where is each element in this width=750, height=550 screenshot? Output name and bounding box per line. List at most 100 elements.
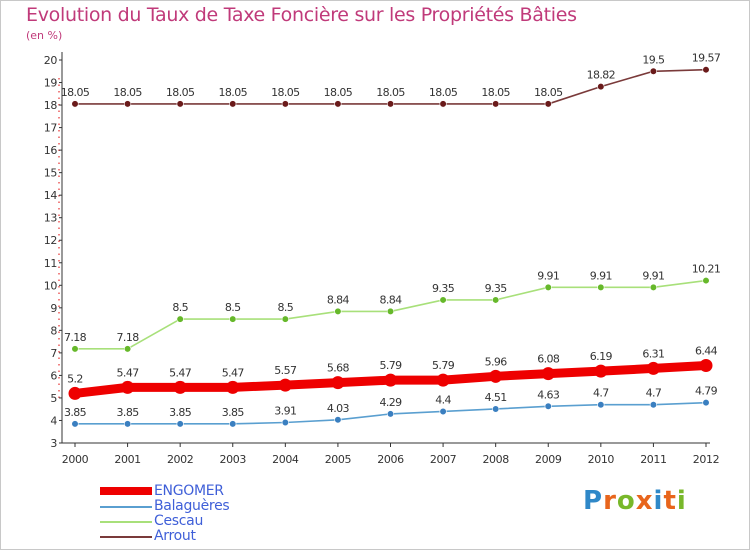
data-point xyxy=(278,378,292,392)
data-label: 5.96 xyxy=(485,355,508,368)
y-tick-label: 17 xyxy=(44,122,58,135)
data-point xyxy=(334,100,342,108)
series-layer xyxy=(68,66,713,428)
data-point xyxy=(123,100,132,108)
data-point xyxy=(281,315,289,323)
data-label: 18.05 xyxy=(481,86,510,99)
data-point xyxy=(173,380,187,394)
x-tick-label: 2010 xyxy=(588,453,615,466)
y-tick-label: 13 xyxy=(44,212,58,225)
data-label: 5.79 xyxy=(379,359,402,372)
axes: 3 4 5 6 7 8 9 10 11 12 13 14 15 16 17 18 19 20 2000 2001 200… xyxy=(44,52,720,466)
y-tick-label: 19 xyxy=(44,77,58,90)
y-tick-label: 10 xyxy=(44,279,58,292)
data-label: 4.03 xyxy=(327,402,350,415)
data-point xyxy=(597,283,605,291)
y-tick-label: 18 xyxy=(44,99,58,112)
y-tick-label: 15 xyxy=(44,167,58,180)
data-point xyxy=(384,373,397,387)
data-point xyxy=(436,373,450,387)
data-point xyxy=(121,380,135,394)
data-point xyxy=(702,276,710,285)
data-point xyxy=(229,315,237,323)
data-point xyxy=(334,307,342,316)
data-point xyxy=(544,402,552,410)
x-tick-label: 2009 xyxy=(535,453,562,466)
legend-label: ENGOMER xyxy=(154,483,224,499)
y-tick-label: 11 xyxy=(44,257,57,270)
data-point xyxy=(229,100,237,108)
data-labels: 18.05 18.05 18.05 18.05 18.05 18.05 18.05 18.05… xyxy=(61,52,722,419)
data-point xyxy=(386,307,395,316)
data-label: 6.19 xyxy=(590,350,613,363)
data-label: 5.68 xyxy=(327,362,350,375)
data-label: 8.5 xyxy=(277,301,293,314)
data-point xyxy=(123,345,132,353)
data-label: 18.05 xyxy=(271,86,300,99)
data-label: 9.91 xyxy=(642,269,664,282)
data-label: 3.85 xyxy=(117,406,140,419)
data-point xyxy=(229,420,237,428)
data-label: 18.05 xyxy=(61,86,90,99)
data-point xyxy=(597,401,605,409)
data-point xyxy=(226,380,240,394)
data-label: 18.05 xyxy=(166,86,195,99)
legend-label: Balaguères xyxy=(154,498,230,514)
data-point xyxy=(594,364,608,378)
data-label: 6.44 xyxy=(695,344,718,357)
data-point xyxy=(649,283,658,291)
data-label: 4.4 xyxy=(435,393,451,406)
data-label: 4.79 xyxy=(695,385,718,398)
data-label: 7.18 xyxy=(64,331,87,344)
data-point xyxy=(439,407,447,416)
data-label: 4.63 xyxy=(537,388,560,401)
data-label: 5.47 xyxy=(222,366,245,379)
data-point xyxy=(439,100,447,108)
data-point xyxy=(541,367,555,381)
data-label: 18.05 xyxy=(376,86,405,99)
data-point xyxy=(281,100,289,108)
x-tick-label: 2003 xyxy=(220,453,247,466)
data-label: 5.2 xyxy=(67,372,83,385)
data-label: 4.29 xyxy=(379,396,402,409)
data-point xyxy=(492,100,500,108)
data-point xyxy=(281,418,289,427)
y-tick-label: 12 xyxy=(44,234,57,247)
data-point xyxy=(439,296,447,304)
legend-swatch xyxy=(100,521,152,523)
x-tick-label: 2011 xyxy=(640,453,666,466)
data-label: 4.7 xyxy=(593,387,609,400)
x-tick-label: 2005 xyxy=(325,453,352,466)
y-tick-label: 16 xyxy=(44,144,58,157)
data-point xyxy=(649,67,658,75)
y-tick-label: 5 xyxy=(50,392,57,405)
data-label: 6.31 xyxy=(642,347,664,360)
data-label: 9.91 xyxy=(537,269,559,282)
data-label: 18.82 xyxy=(587,69,616,82)
data-point xyxy=(176,100,184,108)
data-label: 5.47 xyxy=(117,366,140,379)
data-label: 18.05 xyxy=(534,86,563,99)
data-point xyxy=(123,420,132,428)
data-label: 8.84 xyxy=(379,293,402,306)
data-label: 3.85 xyxy=(64,406,87,419)
data-label: 3.91 xyxy=(274,404,296,417)
logo-letter: t xyxy=(663,486,677,516)
legend-swatch xyxy=(100,506,152,508)
y-tick-label: 14 xyxy=(44,189,58,202)
data-label: 6.08 xyxy=(537,353,560,366)
data-label: 5.57 xyxy=(274,364,297,377)
x-tick-label: 2004 xyxy=(272,453,299,466)
data-point xyxy=(544,100,552,108)
data-point xyxy=(492,405,500,413)
x-tick-label: 2006 xyxy=(377,453,404,466)
data-point xyxy=(544,283,552,291)
data-point xyxy=(331,376,345,390)
data-label: 19.57 xyxy=(692,52,721,65)
x-tick-label: 2012 xyxy=(693,453,719,466)
data-label: 5.47 xyxy=(169,366,192,379)
logo-letter: r xyxy=(603,486,617,516)
data-point xyxy=(176,420,184,428)
y-tick-label: 7 xyxy=(50,347,57,360)
